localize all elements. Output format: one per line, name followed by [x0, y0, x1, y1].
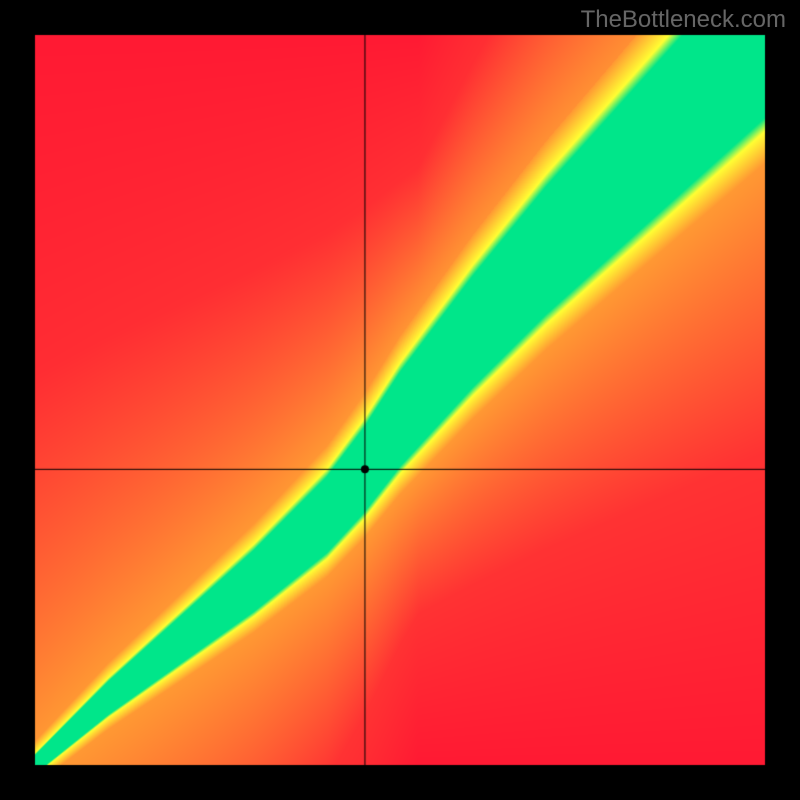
chart-container: TheBottleneck.com — [0, 0, 800, 800]
watermark-text: TheBottleneck.com — [581, 6, 786, 34]
heatmap-canvas — [0, 0, 800, 800]
